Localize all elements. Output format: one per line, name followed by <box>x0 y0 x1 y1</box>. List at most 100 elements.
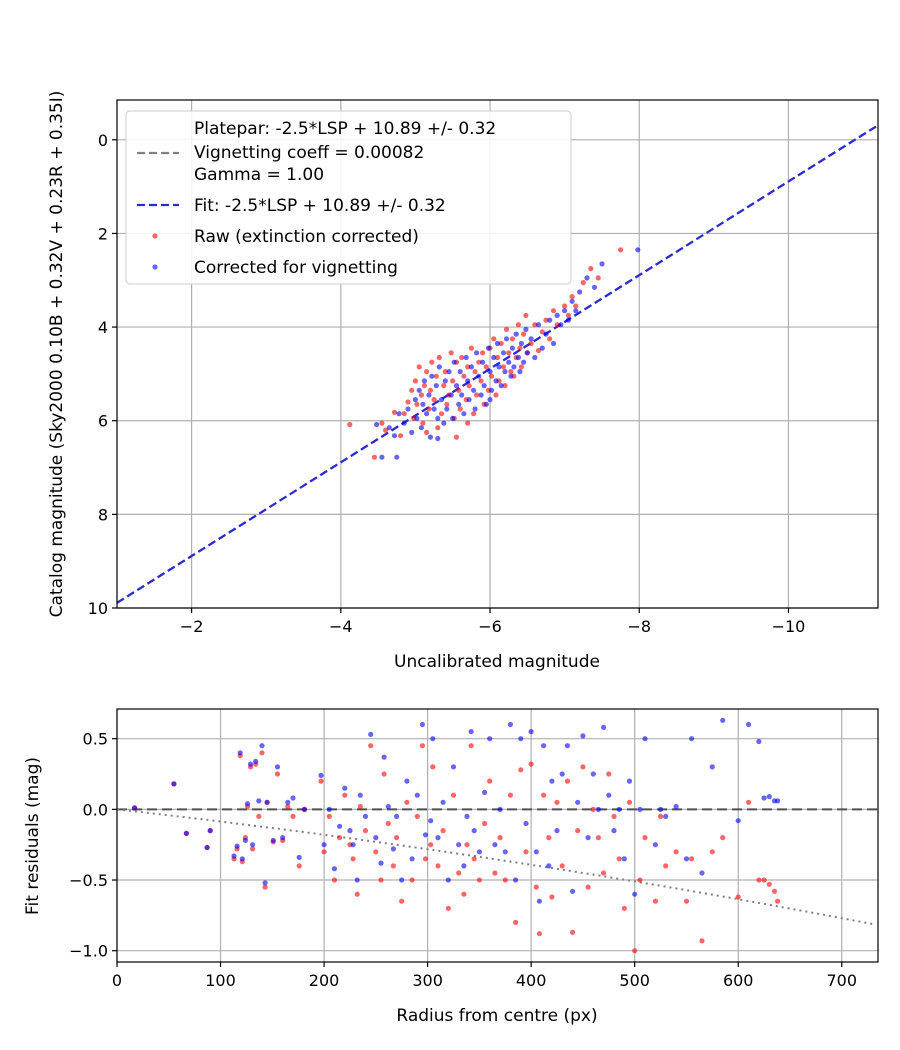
corrected-point <box>494 340 501 347</box>
corrected-point <box>606 792 612 798</box>
raw-point <box>390 863 396 869</box>
corrected-point <box>601 724 607 731</box>
legend-box <box>125 110 572 285</box>
raw-point <box>399 898 405 904</box>
raw-point <box>450 378 456 384</box>
corrected-point <box>379 454 385 460</box>
raw-point <box>478 378 484 384</box>
magnitude-calibration-chart: −2 −4 −6 −8 −10 0 2 4 6 8 10 Uncalibrated magnitu… <box>47 91 879 672</box>
corrected-point <box>424 411 430 417</box>
raw-point <box>373 849 379 855</box>
raw-point <box>491 336 497 342</box>
x-tick-label: 300 <box>412 971 443 990</box>
corrected-point <box>248 761 254 767</box>
corrected-point <box>487 736 493 742</box>
corrected-point <box>331 866 337 872</box>
raw-point <box>642 835 648 841</box>
raw-point <box>562 303 568 309</box>
corrected-point <box>373 835 379 841</box>
raw-point <box>290 813 296 820</box>
raw-point <box>554 322 560 328</box>
raw-point <box>533 884 539 890</box>
corrected-point <box>658 806 664 813</box>
raw-point <box>554 799 560 805</box>
corrected-point <box>476 849 482 855</box>
raw-point <box>318 778 324 784</box>
corrected-point <box>528 336 534 342</box>
corrected-point <box>405 406 411 412</box>
raw-point <box>381 771 387 777</box>
corrected-point <box>350 842 356 848</box>
corrected-point <box>468 729 474 735</box>
corrected-point <box>476 373 482 379</box>
raw-point <box>456 870 462 876</box>
corrected-point <box>524 350 530 356</box>
raw-point <box>494 354 501 361</box>
corrected-point <box>546 863 552 869</box>
raw-point <box>775 898 781 904</box>
corrected-point <box>652 842 659 848</box>
raw-point <box>414 401 420 407</box>
raw-point <box>517 345 523 351</box>
corrected-point <box>577 289 583 295</box>
corrected-point <box>528 729 534 735</box>
corrected-point <box>626 778 633 784</box>
legend-platepar-line-1: Platepar: -2.5*LSP + 10.89 +/- 0.32 <box>194 119 496 139</box>
corrected-point <box>507 721 513 728</box>
corrected-point <box>386 425 392 431</box>
corrected-point <box>515 354 522 361</box>
raw-point <box>424 369 430 375</box>
raw-point <box>480 350 486 356</box>
corrected-point <box>511 364 517 370</box>
corrected-point <box>394 813 400 820</box>
corrected-point <box>483 401 489 407</box>
corrected-point <box>573 308 579 314</box>
corrected-point <box>264 799 270 805</box>
x-tick-label: −8 <box>627 617 651 636</box>
corrected-point <box>450 764 457 770</box>
raw-point <box>296 863 302 869</box>
raw-point <box>427 387 433 393</box>
raw-point <box>391 409 398 415</box>
raw-point <box>350 856 356 862</box>
corrected-point <box>459 392 465 398</box>
raw-point <box>595 835 602 841</box>
corrected-point <box>488 387 495 393</box>
corrected-point <box>409 429 415 435</box>
raw-point <box>456 387 462 393</box>
raw-point <box>476 877 482 883</box>
corrected-point <box>399 877 405 883</box>
raw-point <box>532 322 538 328</box>
raw-point <box>498 340 504 347</box>
raw-point <box>756 877 762 883</box>
corrected-point <box>547 317 553 323</box>
corrected-point <box>456 401 462 407</box>
raw-point <box>549 894 555 900</box>
raw-point <box>488 373 495 379</box>
top-legend: Platepar: -2.5*LSP + 10.89 +/- 0.32 Vign… <box>125 110 572 285</box>
corrected-point <box>385 803 391 810</box>
raw-point <box>588 266 594 272</box>
corrected-point <box>448 392 454 398</box>
corrected-point <box>532 354 538 361</box>
corrected-point <box>535 322 542 328</box>
corrected-point <box>521 359 527 365</box>
raw-point <box>468 743 474 749</box>
raw-point <box>466 383 472 389</box>
raw-point <box>559 863 565 869</box>
corrected-point <box>570 888 576 894</box>
raw-point <box>465 420 471 426</box>
corrected-point <box>416 387 422 393</box>
corrected-point <box>549 778 555 784</box>
corrected-point <box>234 843 240 849</box>
raw-point <box>518 364 525 370</box>
raw-point <box>573 303 579 309</box>
raw-point <box>632 948 638 954</box>
corrected-point <box>396 411 402 417</box>
raw-point <box>321 849 327 855</box>
corrected-point <box>444 406 450 412</box>
corrected-point <box>584 275 590 281</box>
corrected-point <box>450 415 456 421</box>
raw-point <box>683 898 690 904</box>
raw-point <box>465 364 471 370</box>
